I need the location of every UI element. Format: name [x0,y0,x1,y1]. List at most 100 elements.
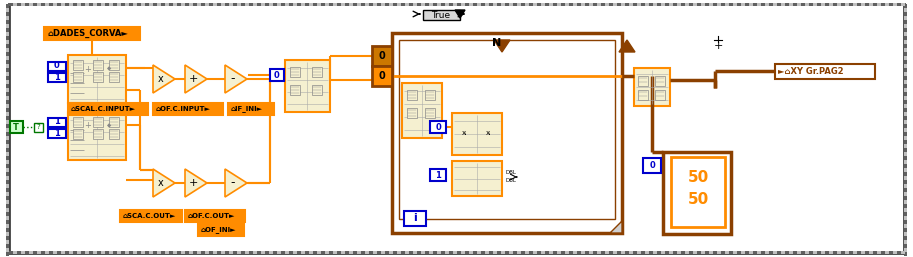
Bar [553,3,557,6]
Text: ⌂DADES_CORVA►: ⌂DADES_CORVA► [47,29,128,38]
Bar [6,88,9,92]
Bar [237,251,241,254]
Bar [633,251,637,254]
Bar [34,123,43,132]
Bar [904,56,907,60]
Bar [437,251,441,254]
Bar [177,251,181,254]
Bar [821,251,825,254]
Bar [425,3,429,6]
Bar [6,184,9,188]
Bar [93,60,103,70]
Bar [433,3,437,6]
Bar [837,3,841,6]
Bar [41,3,45,6]
Bar [6,84,9,88]
Bar [638,76,648,86]
Bar [537,251,541,254]
Bar [541,251,545,254]
Bar [477,3,481,6]
Bar [501,251,505,254]
Bar [789,251,793,254]
Bar [345,3,349,6]
Bar [677,251,681,254]
Bar [6,180,9,184]
Bar [13,3,17,6]
Bar [461,251,465,254]
Bar [430,169,446,181]
Bar [805,3,809,6]
Bar [904,32,907,36]
Bar [309,251,313,254]
Bar [301,3,305,6]
Bar [6,192,9,196]
Bar [897,3,901,6]
Bar [645,251,649,254]
Bar [904,196,907,200]
Bar [133,251,137,254]
Bar [833,3,837,6]
Bar [161,251,165,254]
Bar [481,3,485,6]
Bar [185,251,189,254]
Bar [369,3,373,6]
Text: 50: 50 [687,192,708,207]
Text: ⌂OF_INI►: ⌂OF_INI► [201,226,236,233]
Bar [245,3,249,6]
Bar [377,3,381,6]
Bar [549,251,553,254]
Bar [457,251,461,254]
Bar [881,251,885,254]
Bar [904,200,907,204]
Bar [757,251,761,254]
Bar [301,251,305,254]
Polygon shape [225,169,247,197]
Bar [281,251,285,254]
Bar [21,251,25,254]
Bar [904,80,907,84]
Bar [129,251,133,254]
Bar [677,3,681,6]
Bar [757,3,761,6]
Bar [93,129,103,139]
Bar [904,12,907,16]
Bar [97,251,101,254]
Text: x: x [158,74,163,84]
Bar [6,72,9,76]
Bar [6,220,9,224]
Bar [904,132,907,136]
Bar [653,251,657,254]
Bar [309,3,313,6]
Bar [737,251,741,254]
Bar [6,104,9,108]
Bar [521,251,525,254]
Polygon shape [610,221,622,233]
Bar [6,44,9,48]
Bar [57,3,61,6]
Bar [749,3,753,6]
Bar [149,251,153,254]
Bar [353,251,357,254]
Bar [904,192,907,196]
Bar [904,124,907,128]
Bar [609,3,613,6]
Bar [809,3,813,6]
Bar [6,144,9,148]
Bar [109,129,119,139]
Bar [6,156,9,160]
Bar [165,3,169,6]
Bar [372,66,392,86]
Bar [77,3,81,6]
Bar [655,90,665,100]
Text: True: True [432,11,450,20]
Bar [257,3,261,6]
Bar [113,251,117,254]
Bar [404,211,426,226]
Text: -: - [231,72,236,86]
Bar [405,251,409,254]
Bar [717,3,721,6]
Bar [65,3,69,6]
Bar [321,3,325,6]
Bar [452,113,502,155]
Bar [109,60,119,70]
